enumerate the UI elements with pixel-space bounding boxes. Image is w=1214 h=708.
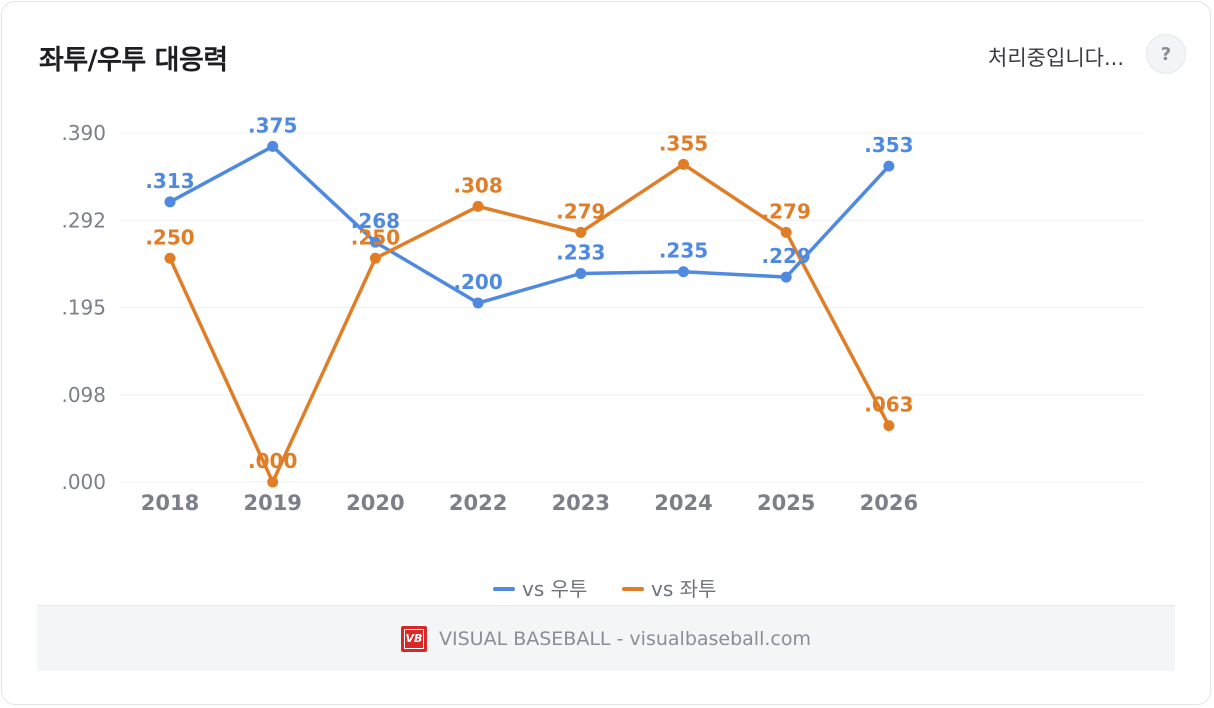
data-point: [472, 200, 484, 212]
data-label: .279: [556, 199, 605, 223]
series-line-1: [168, 144, 891, 305]
x-tick-label: 2024: [654, 491, 712, 515]
status-text: 처리중입니다...: [988, 46, 1124, 70]
help-button[interactable]: ?: [1146, 34, 1186, 74]
x-tick-label: 2018: [141, 491, 199, 515]
x-tick-label: 2025: [757, 491, 815, 515]
y-tick-label: .292: [61, 208, 106, 232]
question-icon: ?: [1160, 43, 1172, 65]
data-point: [267, 476, 279, 488]
data-label: .229: [762, 244, 811, 268]
data-point: [472, 297, 484, 309]
visual-baseball-logo-icon: VB: [401, 625, 427, 652]
series-line-2: [168, 162, 891, 484]
data-point: [369, 236, 381, 248]
data-point: [678, 266, 689, 278]
x-tick-label: 2022: [449, 491, 507, 515]
data-label: .308: [453, 173, 502, 197]
data-point: [780, 271, 792, 283]
x-tick-label: 2019: [243, 491, 301, 515]
data-label: .375: [248, 113, 297, 137]
data-label: .268: [351, 209, 400, 233]
y-tick-label: .195: [61, 296, 106, 320]
data-point: [883, 160, 895, 172]
data-point: [575, 267, 587, 279]
x-tick-label: 2020: [346, 491, 404, 515]
page-title: 좌투/우투 대응력: [39, 45, 228, 76]
data-label: .250: [351, 225, 400, 249]
data-label: .279: [762, 199, 811, 223]
data-label: .355: [659, 131, 708, 155]
x-tick-label: 2026: [860, 491, 918, 515]
data-label: .250: [145, 225, 194, 249]
data-point: [267, 140, 279, 152]
data-point: [369, 252, 381, 264]
data-point: [780, 226, 792, 238]
data-point: [883, 420, 895, 432]
legend-label: vs 우투: [522, 577, 587, 600]
y-tick-label: .000: [61, 470, 106, 494]
data-label: .235: [659, 239, 708, 263]
data-label: .063: [864, 393, 913, 417]
y-tick-label: .098: [61, 383, 106, 407]
legend-label: vs 좌투: [651, 577, 716, 600]
data-label: .000: [248, 449, 297, 473]
x-tick-label: 2023: [552, 491, 610, 515]
data-label: .200: [453, 270, 502, 294]
data-point: [164, 252, 176, 264]
line-chart: .000 .098 .195 .292 .390 2018 2019 2020 2022 2023…: [61, 113, 1144, 600]
data-label: .233: [556, 240, 605, 264]
footer-text: VISUAL BASEBALL - visualbaseball.com: [439, 627, 811, 650]
data-label: .313: [145, 169, 194, 193]
y-tick-label: .390: [61, 121, 106, 145]
data-point: [678, 158, 689, 170]
footer-banner[interactable]: VB VISUAL BASEBALL - visualbaseball.com: [37, 605, 1175, 671]
data-point: [575, 226, 587, 238]
data-label: .353: [864, 133, 913, 157]
data-point: [164, 196, 176, 208]
